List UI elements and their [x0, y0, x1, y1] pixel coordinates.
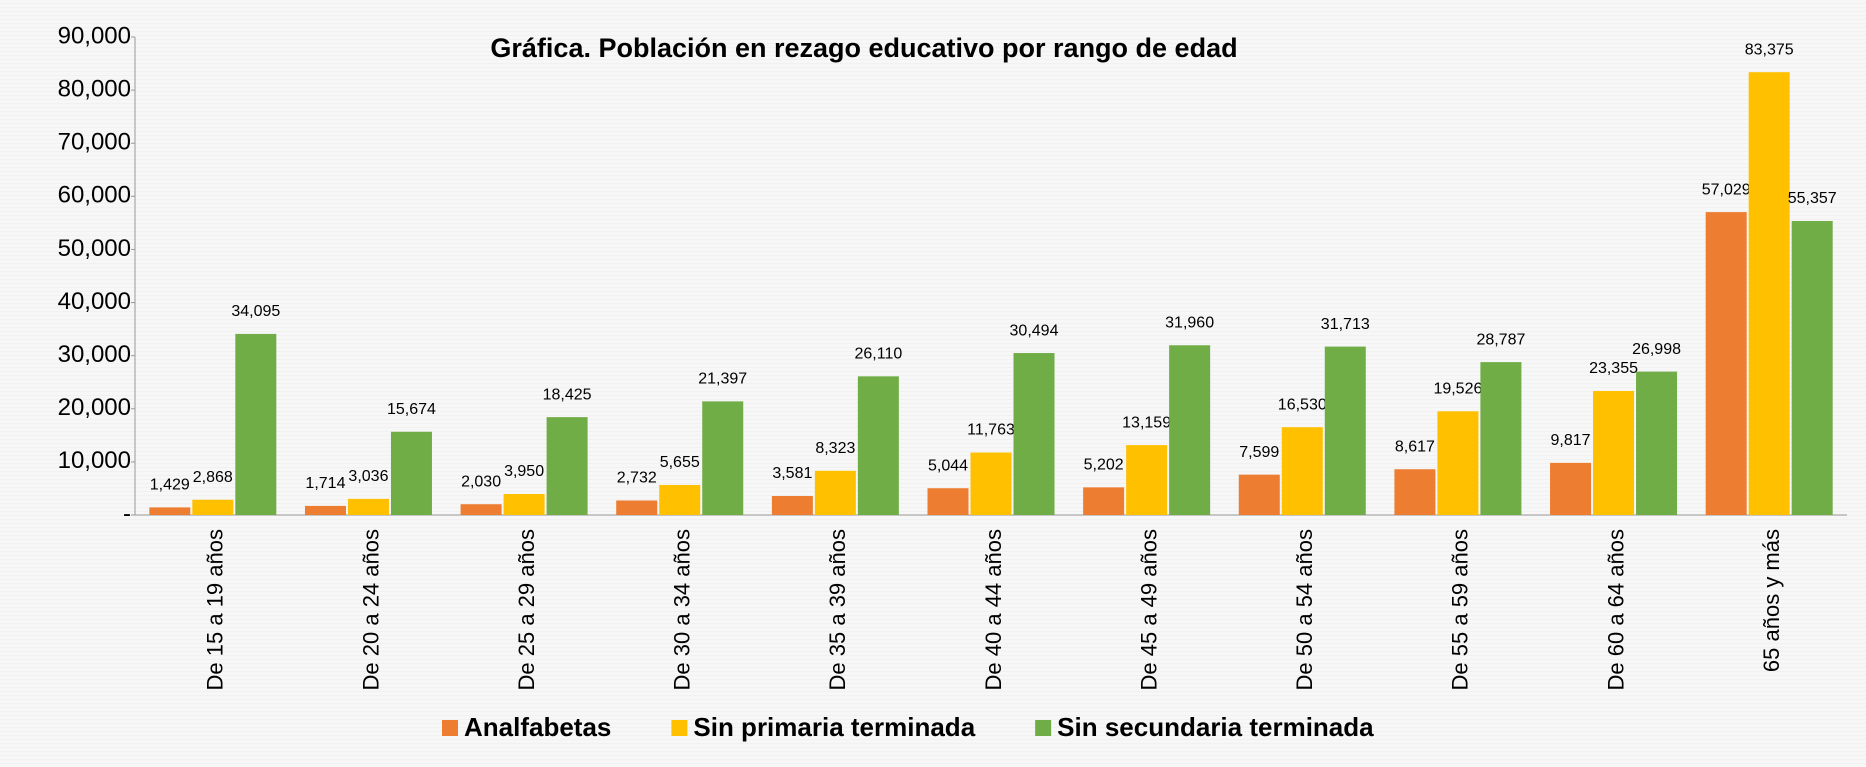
bar	[1593, 391, 1634, 515]
x-tick-label: De 55 a 59 años	[1448, 529, 1473, 690]
data-label: 7,599	[1239, 444, 1279, 461]
bar	[504, 494, 545, 515]
data-label: 21,397	[698, 371, 747, 388]
x-tick-label: De 60 a 64 años	[1603, 529, 1628, 690]
bar	[348, 499, 389, 515]
bar	[1550, 463, 1591, 515]
data-label: 1,429	[150, 477, 190, 494]
x-tick-label: 65 años y más	[1759, 529, 1784, 672]
data-label: 31,713	[1321, 316, 1370, 333]
bar	[1706, 212, 1747, 515]
data-label: 5,655	[660, 454, 700, 471]
legend-swatch	[1035, 720, 1051, 736]
bar	[1394, 469, 1435, 515]
bar	[1126, 445, 1167, 515]
data-label: 16,530	[1278, 396, 1327, 413]
data-label: 28,787	[1476, 331, 1525, 348]
y-tick-label: 90,000	[58, 22, 131, 49]
bar	[235, 334, 276, 515]
page: Gráfica. Población en rezago educativo p…	[0, 0, 1866, 767]
bar	[1480, 362, 1521, 515]
data-label: 8,617	[1395, 438, 1435, 455]
legend-label: Sin secundaria terminada	[1057, 712, 1374, 742]
data-label: 3,950	[504, 463, 544, 480]
bar	[1437, 411, 1478, 515]
data-label: 5,044	[928, 457, 968, 474]
data-label: 3,581	[772, 465, 812, 482]
y-tick-label: -	[123, 500, 131, 527]
legend-label: Sin primaria terminada	[693, 712, 975, 742]
bar	[1325, 347, 1366, 515]
legend-label: Analfabetas	[464, 712, 611, 742]
bar	[971, 453, 1012, 515]
data-label: 5,202	[1084, 457, 1124, 474]
bar	[702, 401, 743, 515]
data-label: 83,375	[1745, 41, 1794, 58]
data-label: 13,159	[1122, 414, 1171, 431]
bar	[1282, 427, 1323, 515]
bar	[659, 485, 700, 515]
bar	[1083, 487, 1124, 515]
y-tick-label: 40,000	[58, 288, 131, 315]
data-label: 30,494	[1010, 322, 1059, 339]
data-label: 26,110	[854, 346, 902, 363]
x-tick-label: De 30 a 34 años	[670, 529, 695, 690]
y-tick-label: 20,000	[58, 394, 131, 421]
bar	[547, 417, 588, 515]
y-tick-label: 60,000	[58, 182, 131, 209]
bar	[192, 500, 233, 515]
bar	[815, 471, 856, 515]
data-label: 11,763	[967, 422, 1015, 439]
data-label: 31,960	[1165, 314, 1214, 331]
y-tick-label: 80,000	[58, 75, 131, 102]
data-label: 26,998	[1632, 341, 1681, 358]
x-tick-label: De 25 a 29 años	[514, 529, 539, 690]
data-label: 18,425	[543, 386, 592, 403]
bar	[1239, 475, 1280, 515]
bar	[1749, 72, 1790, 515]
y-tick-label: 70,000	[58, 129, 131, 156]
data-label: 2,868	[193, 469, 233, 486]
bar	[928, 488, 969, 515]
bar	[461, 504, 502, 515]
chart: Gráfica. Población en rezago educativo p…	[0, 0, 1866, 767]
data-label: 3,036	[348, 468, 388, 485]
bar	[616, 500, 657, 515]
data-label: 9,817	[1551, 432, 1591, 449]
y-tick-label: 10,000	[58, 447, 131, 474]
data-label: 23,355	[1589, 360, 1638, 377]
bar	[1014, 353, 1055, 515]
data-label: 34,095	[231, 303, 280, 320]
bar	[1636, 372, 1677, 515]
bar	[149, 507, 190, 515]
data-label: 55,357	[1788, 190, 1837, 207]
x-tick-label: De 50 a 54 años	[1292, 529, 1317, 690]
bar	[1792, 221, 1833, 515]
bar	[772, 496, 813, 515]
x-tick-label: De 45 a 49 años	[1136, 529, 1161, 690]
data-label: 8,323	[815, 440, 855, 457]
bar	[391, 432, 432, 515]
chart-title: Gráfica. Población en rezago educativo p…	[490, 33, 1237, 63]
data-label: 57,029	[1702, 181, 1751, 198]
bar	[1169, 345, 1210, 515]
data-label: 19,526	[1433, 381, 1482, 398]
y-tick-label: 50,000	[58, 235, 131, 262]
data-label: 15,674	[387, 401, 436, 418]
x-tick-label: De 20 a 24 años	[358, 529, 383, 690]
x-tick-label: De 40 a 44 años	[981, 529, 1006, 690]
y-tick-label: 30,000	[58, 341, 131, 368]
legend-swatch	[671, 720, 687, 736]
data-label: 2,030	[461, 473, 501, 490]
bar	[305, 506, 346, 515]
data-label: 2,732	[617, 470, 657, 487]
x-tick-label: De 35 a 39 años	[825, 529, 850, 690]
legend-swatch	[442, 720, 458, 736]
bar	[858, 376, 899, 515]
data-label: 1,714	[305, 475, 345, 492]
x-tick-label: De 15 a 19 años	[203, 529, 228, 690]
